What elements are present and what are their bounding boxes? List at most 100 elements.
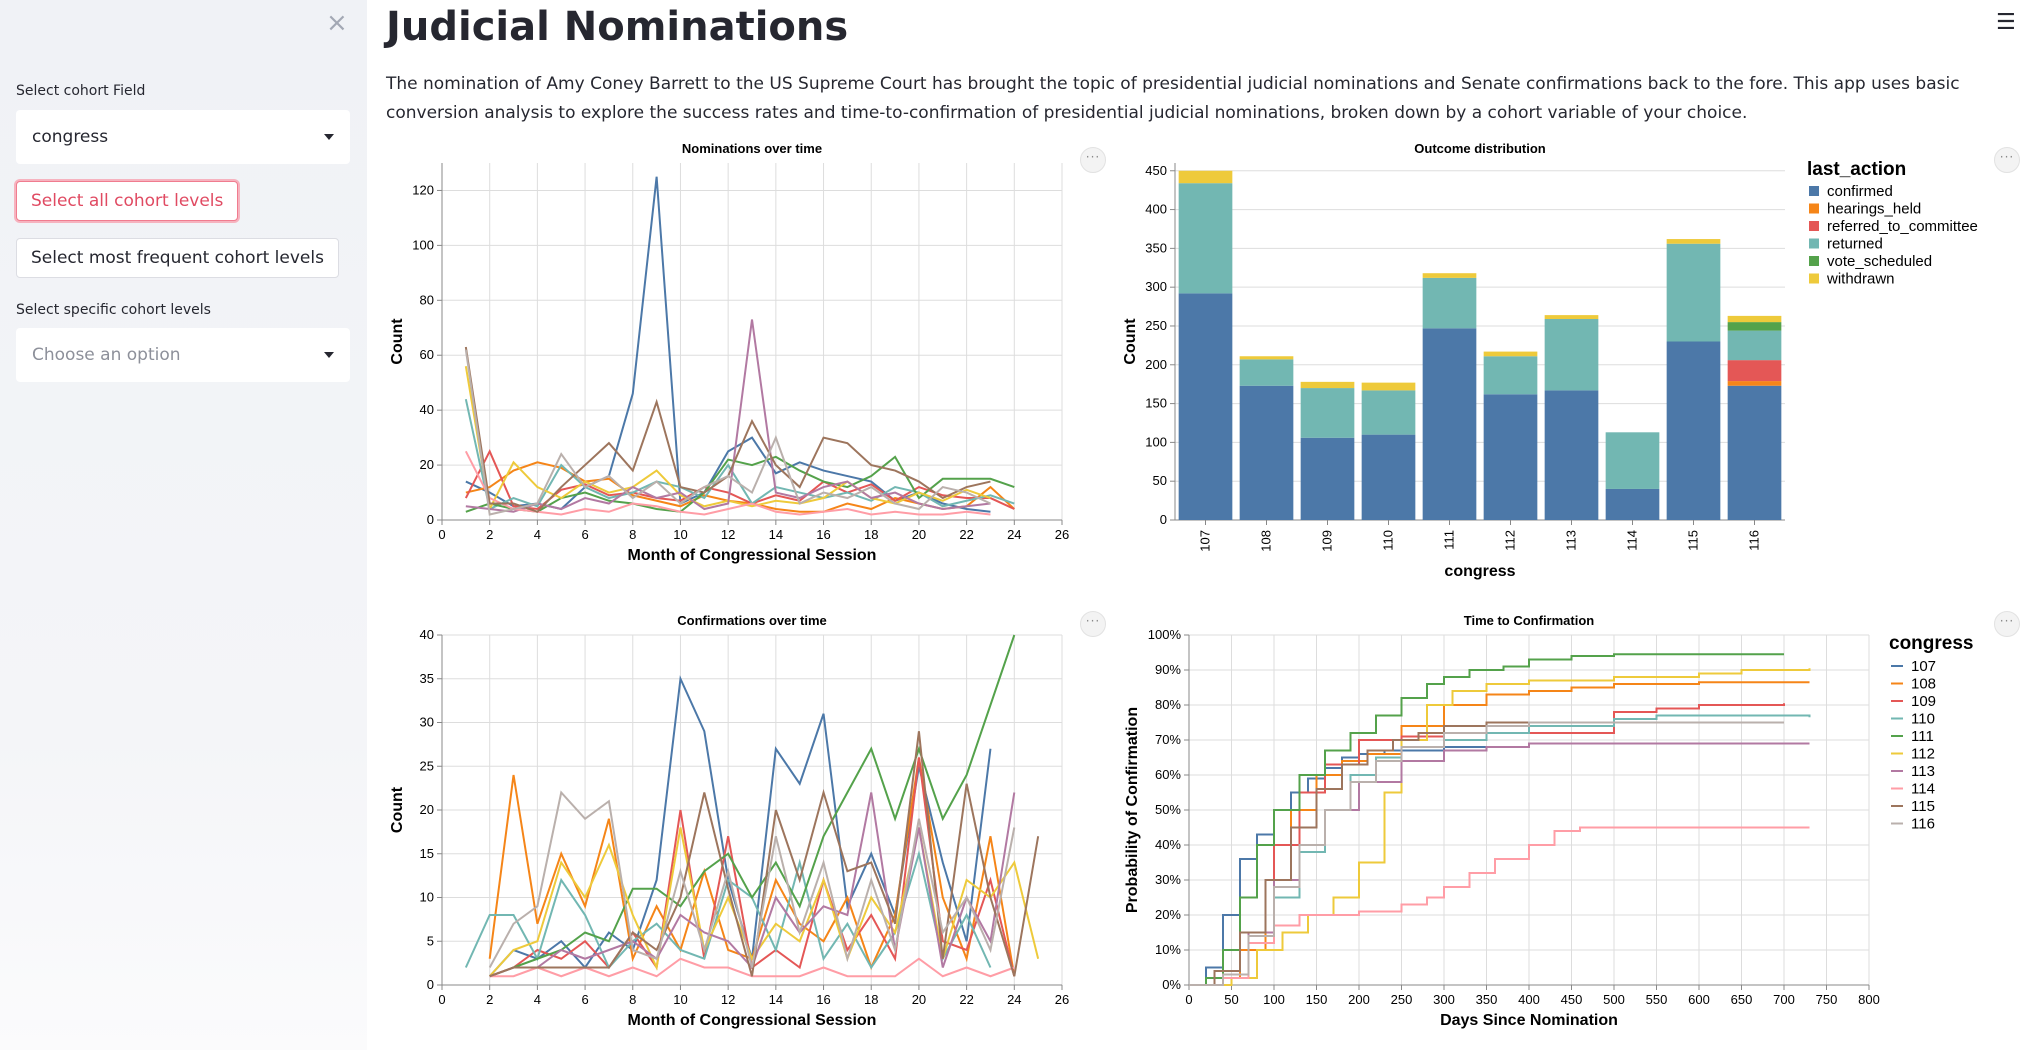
y-tick-label: 40	[420, 627, 434, 642]
y-tick-label: 100	[412, 237, 434, 252]
series-line-107	[1189, 742, 1716, 986]
x-tick-label: 20	[912, 992, 926, 1007]
confirmations-over-time-chart: Confirmations over time 0 5 10 15 20 25 30 35 40 0…	[389, 613, 1069, 1029]
x-tick-label: 0	[1185, 992, 1192, 1007]
bar-confirmed-109	[1300, 437, 1355, 520]
x-tick-label: 4	[534, 527, 541, 542]
legend-label-114: 114	[1911, 781, 1935, 798]
legend-label-113: 113	[1911, 763, 1935, 780]
select-most-frequent-cohort-levels-button[interactable]: Select most frequent cohort levels	[16, 238, 339, 278]
y-tick-label: 50%	[1155, 802, 1181, 817]
x-tick-label: 650	[1731, 992, 1753, 1007]
legend-label-confirmed: confirmed	[1827, 183, 1893, 200]
x-tick-label: 6	[581, 992, 588, 1007]
x-tick-label: 24	[1007, 527, 1021, 542]
x-tick-label: 18	[864, 527, 878, 542]
bar-confirmed-113	[1544, 390, 1599, 520]
y-tick-label: 40%	[1155, 837, 1181, 852]
legend-swatch-referred_to_committee	[1809, 221, 1819, 231]
x-tick-label: 12	[721, 992, 735, 1007]
legend-title: last_action	[1807, 159, 1906, 180]
y-tick-label: 70%	[1155, 732, 1181, 747]
x-tick-label: 24	[1007, 992, 1021, 1007]
x-tick-label: 800	[1858, 992, 1880, 1007]
legend-label-109: 109	[1911, 693, 1936, 710]
x-tick-label: 12	[721, 527, 735, 542]
bar-confirmed-112	[1483, 394, 1538, 520]
y-tick-label: 30	[420, 715, 434, 730]
bar-withdrawn-108	[1239, 356, 1294, 360]
x-tick-label: 108	[1259, 530, 1274, 552]
series-line-114	[464, 450, 991, 516]
bar-vote_scheduled-116	[1727, 322, 1782, 331]
bar-confirmed-114	[1605, 488, 1660, 520]
bar-confirmed-107	[1178, 293, 1233, 520]
sidebar: × Select cohort Field congress Select al…	[0, 0, 367, 1050]
bar-returned-112	[1483, 356, 1538, 395]
bar-confirmed-116	[1727, 385, 1782, 520]
y-tick-label: 300	[1145, 279, 1167, 294]
bar-withdrawn-116	[1727, 315, 1782, 323]
x-tick-label: 107	[1198, 530, 1213, 552]
y-tick-label: 400	[1145, 202, 1167, 217]
chevron-down-icon	[324, 352, 334, 358]
select-all-cohort-levels-button[interactable]: Select all cohort levels	[16, 181, 239, 221]
series-line-112	[1189, 668, 1811, 986]
legend-title: congress	[1889, 633, 1973, 654]
y-tick-label: 60	[420, 347, 434, 362]
bar-returned-114	[1605, 432, 1660, 489]
y-tick-label: 350	[1145, 240, 1167, 255]
close-sidebar-icon[interactable]: ×	[326, 8, 348, 38]
x-tick-label: 500	[1603, 992, 1625, 1007]
bar-returned-107	[1178, 183, 1233, 294]
chart-actions-menu-icon[interactable]: ···	[1080, 611, 1106, 637]
x-tick-label: 0	[438, 992, 445, 1007]
chart-actions-menu-icon[interactable]: ···	[1994, 611, 2020, 637]
app-description: The nomination of Amy Coney Barrett to t…	[386, 74, 1960, 123]
y-tick-label: 150	[1145, 396, 1167, 411]
series-line-109	[464, 449, 1015, 511]
y-tick-label: 250	[1145, 318, 1167, 333]
x-tick-label: 750	[1816, 992, 1838, 1007]
x-axis-label: Month of Congressional Session	[628, 547, 877, 564]
specific-levels-select[interactable]: Choose an option	[16, 328, 350, 382]
bar-returned-115	[1666, 243, 1721, 342]
x-tick-label: 10	[673, 527, 687, 542]
legend-swatch-returned	[1809, 238, 1819, 249]
series-line-111	[489, 634, 1016, 978]
cohort-field-label: Select cohort Field	[16, 83, 146, 99]
x-tick-label: 8	[629, 527, 636, 542]
x-tick-label: 113	[1564, 530, 1579, 551]
x-tick-label: 115	[1686, 530, 1701, 551]
legend-label-referred_to_committee: referred_to_committee	[1827, 218, 1978, 235]
x-tick-label: 18	[864, 992, 878, 1007]
legend-swatch-confirmed	[1809, 186, 1819, 196]
series-line-108	[488, 757, 1016, 977]
series-line-111	[1189, 653, 1784, 986]
hamburger-menu-icon[interactable]: ☰	[1996, 10, 2016, 35]
x-tick-label: 16	[816, 992, 830, 1007]
x-tick-label: 16	[816, 527, 830, 542]
legend-label-115: 115	[1911, 798, 1935, 815]
x-tick-label: 112	[1503, 530, 1518, 551]
chart-actions-menu-icon[interactable]: ···	[1994, 147, 2020, 173]
x-tick-label: 14	[769, 992, 783, 1007]
y-tick-label: 10%	[1155, 942, 1181, 957]
bar-confirmed-108	[1239, 385, 1294, 520]
bar-referred_to_committee-116	[1727, 360, 1782, 382]
bar-returned-116	[1727, 330, 1782, 361]
x-tick-label: 350	[1476, 992, 1498, 1007]
y-tick-label: 450	[1145, 163, 1167, 178]
series-line-114	[1189, 826, 1810, 986]
cohort-field-select[interactable]: congress	[16, 110, 350, 164]
bar-withdrawn-109	[1300, 381, 1355, 389]
time-to-confirmation-chart: Time to Confirmation 0% 10% 20% 30% 40% 50% 60%…	[1124, 613, 1973, 1029]
series-line-109	[489, 757, 1016, 978]
specific-levels-label: Select specific cohort levels	[16, 302, 211, 318]
chart-title: Confirmations over time	[677, 613, 827, 628]
bar-withdrawn-111	[1422, 273, 1477, 278]
series-line-116	[488, 790, 1016, 968]
chart-actions-menu-icon[interactable]: ···	[1080, 147, 1106, 173]
x-tick-label: 109	[1320, 530, 1335, 552]
x-tick-label: 200	[1348, 992, 1370, 1007]
